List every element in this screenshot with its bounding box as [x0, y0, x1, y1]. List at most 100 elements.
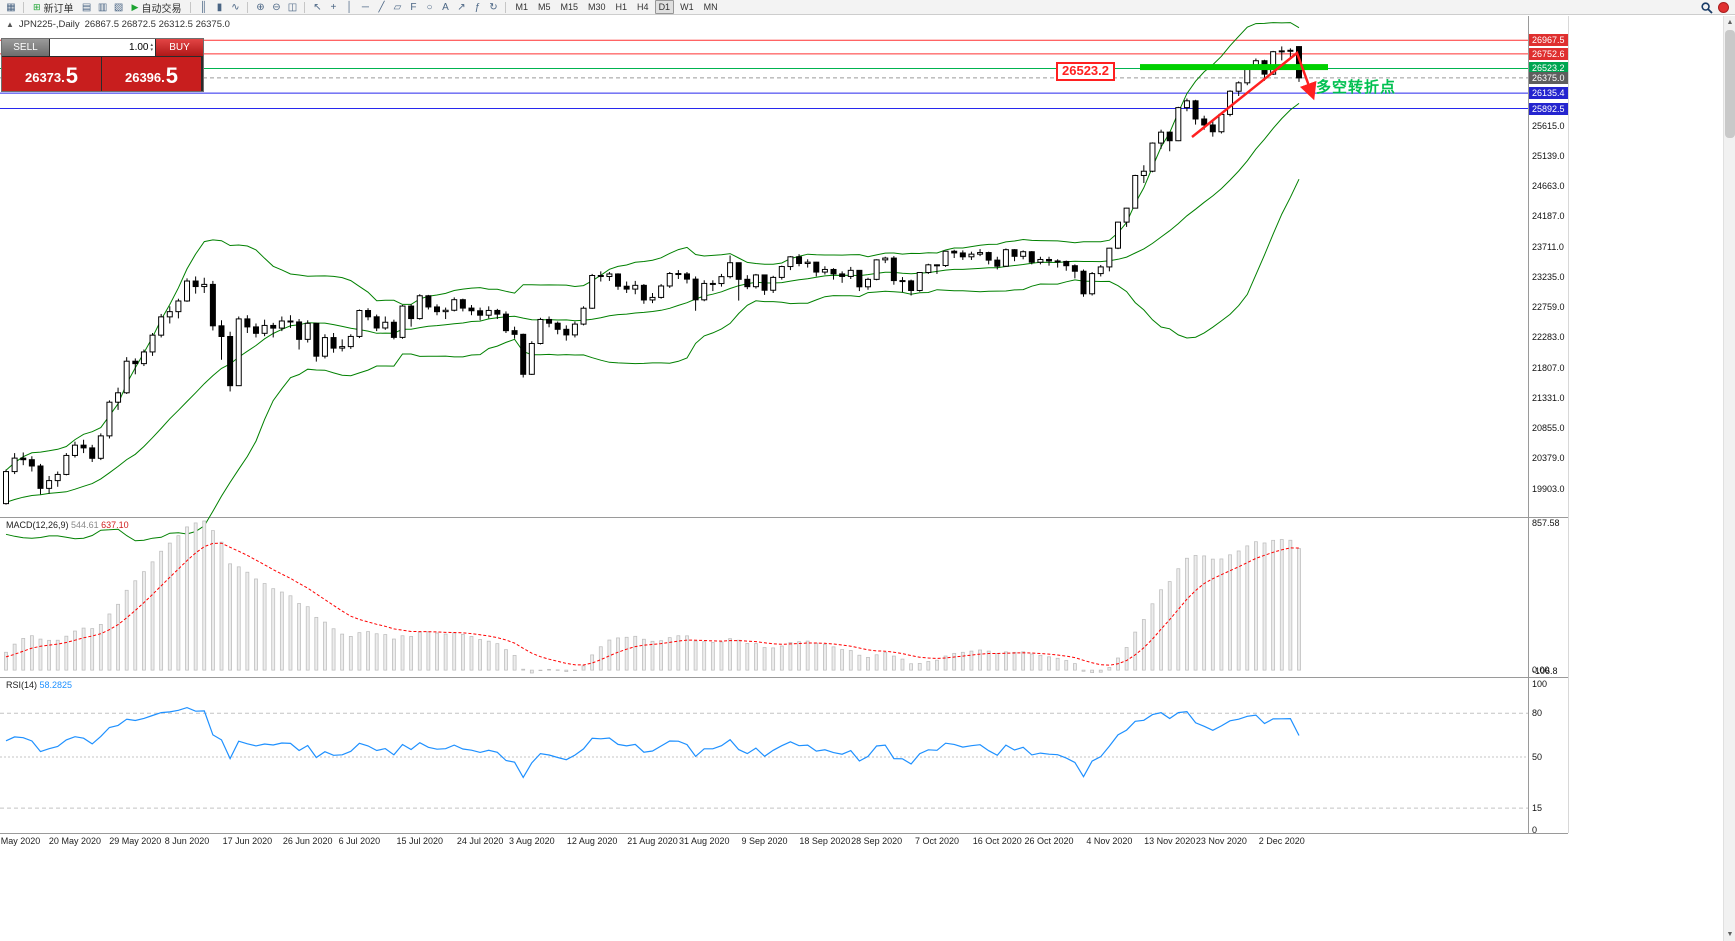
toolbar-separator [23, 1, 24, 13]
sell-button[interactable]: SELL [2, 39, 49, 56]
search-icon[interactable] [1701, 2, 1713, 14]
price-annotation-flag[interactable]: 26523.2 [1056, 62, 1115, 81]
timeframe-h4[interactable]: H4 [637, 2, 649, 12]
timeframe-w1[interactable]: W1 [680, 2, 694, 12]
date-axis-label: 7 Oct 2020 [914, 836, 959, 846]
macd-histogram-bar [1271, 539, 1276, 671]
macd-histogram-bar [952, 652, 957, 671]
shapes-icon[interactable]: ○ [426, 1, 433, 13]
macd-histogram-bar [1176, 568, 1181, 671]
macd-histogram-bar [116, 603, 120, 671]
candle-body [37, 465, 44, 489]
zoom-in-icon[interactable]: ⊕ [256, 1, 265, 13]
collapse-icon[interactable]: ▲ [6, 20, 14, 29]
price-axis-flag: 26967.5 [1529, 34, 1568, 47]
candlestick-type-icon[interactable]: ▮ [216, 1, 223, 13]
line-chart-type-icon[interactable]: ∿ [231, 1, 240, 13]
trendline-icon[interactable]: ╱ [378, 1, 385, 13]
timeframe-m5[interactable]: M5 [537, 2, 551, 12]
cursor-icon[interactable]: ↖ [313, 1, 322, 13]
terminal-icon[interactable]: ▧ [113, 1, 124, 13]
price-chart-canvas[interactable] [0, 0, 1735, 850]
navigator-icon[interactable]: ▥ [97, 1, 108, 13]
vertical-line-icon[interactable]: │ [346, 1, 353, 13]
tile-windows-icon[interactable]: ◫ [287, 1, 298, 13]
macd-histogram-bar [857, 654, 862, 671]
bar-chart-type-icon[interactable]: ║ [199, 1, 208, 13]
candle-body [520, 333, 527, 375]
trade-panel-controls: SELL 1.00 ▴ ▾ BUY [2, 39, 203, 56]
candle-body [735, 262, 742, 280]
new-chart-icon[interactable]: ▦ [6, 1, 16, 13]
macd-histogram-bar [1150, 603, 1155, 671]
buy-button[interactable]: BUY [156, 39, 203, 56]
buy-price-display[interactable]: 26396. 5 [102, 57, 201, 91]
zoom-out-icon[interactable]: ⊖ [272, 1, 281, 13]
macd-main-value: 544.61 [71, 520, 99, 530]
candle-body [554, 322, 561, 330]
timeframe-m30[interactable]: M30 [588, 2, 606, 12]
candle-body [63, 454, 70, 475]
timeframe-mn[interactable]: MN [703, 2, 718, 12]
volume-down-icon[interactable]: ▾ [150, 46, 153, 53]
timeframe-m1[interactable]: M1 [515, 2, 528, 12]
add-indicator-icon[interactable]: ƒ [474, 1, 481, 13]
market-watch-icon[interactable]: ▤ [81, 1, 92, 13]
volume-stepper[interactable]: ▴ ▾ [150, 41, 153, 53]
volume-value[interactable]: 1.00 [129, 42, 149, 53]
macd-histogram-bar [935, 659, 939, 671]
sell-price-display[interactable]: 26373. 5 [2, 57, 101, 91]
crosshair-icon[interactable]: + [330, 1, 337, 13]
timeframe-m15[interactable]: M15 [560, 2, 579, 12]
macd-name: MACD(12,26,9) [6, 520, 69, 530]
macd-indicator-label: MACD(12,26,9) 544.61 637.10 [6, 520, 129, 530]
horizontal-line-icon[interactable]: ─ [361, 1, 370, 13]
candle-body [356, 310, 363, 337]
candle-body [1166, 131, 1173, 142]
candle-body [71, 444, 78, 456]
candle-body [597, 274, 604, 278]
autotrading-button[interactable]: ▶ 自动交易 [128, 1, 186, 15]
scroll-down-icon[interactable]: ▼ [1726, 931, 1734, 938]
macd-histogram-bar [840, 649, 845, 671]
macd-histogram-bar [1159, 589, 1163, 671]
macd-histogram-bar [719, 641, 724, 671]
support-zone-band[interactable] [1140, 64, 1328, 71]
candle-body [158, 316, 165, 336]
new-order-button[interactable]: ⊞ 新订单 [29, 1, 78, 15]
candle-body [925, 264, 932, 274]
date-axis-label: 26 Oct 2020 [1024, 836, 1074, 846]
candle-body [235, 318, 242, 387]
macd-histogram-bar [21, 638, 26, 671]
record-icon[interactable] [1718, 1, 1729, 13]
fibonacci-icon[interactable]: F [410, 1, 417, 13]
scroll-up-icon[interactable]: ▲ [1726, 19, 1734, 26]
arrow-tool-icon[interactable]: ↗ [457, 1, 466, 13]
chart-ohlc-header: ▲ JPN225-,Daily 26867.5 26872.5 26312.5 … [6, 19, 230, 30]
macd-histogram-bar [314, 616, 319, 671]
trend-reversal-arrow[interactable] [1191, 50, 1317, 138]
vertical-scrollbar[interactable]: ▲ ▼ [1723, 16, 1735, 941]
timeframe-d1[interactable]: D1 [654, 0, 675, 14]
macd-histogram-bar [211, 530, 215, 671]
text-tool-icon[interactable]: A [442, 1, 449, 13]
bollinger-upper-band [5, 22, 1300, 471]
macd-histogram-bar [426, 631, 431, 671]
candle-body [787, 256, 794, 268]
timeframe-h1[interactable]: H1 [615, 2, 628, 12]
macd-histogram-bar [1210, 558, 1215, 671]
candle-body [813, 261, 820, 273]
candle-body [1227, 90, 1234, 115]
turning-point-label[interactable]: 多空转折点 [1316, 79, 1397, 96]
refresh-icon[interactable]: ↻ [489, 1, 498, 13]
volume-field[interactable]: 1.00 ▴ ▾ [50, 39, 155, 56]
macd-histogram-bar [624, 636, 629, 671]
candle-body [442, 309, 449, 313]
macd-histogram-bar [1288, 539, 1293, 671]
sell-price-main: 26373. [24, 70, 65, 85]
scrollbar-thumb[interactable] [1725, 30, 1735, 138]
channel-icon[interactable]: ▱ [393, 1, 402, 13]
volume-up-icon[interactable]: ▴ [150, 41, 153, 48]
macd-histogram-bar [564, 669, 569, 672]
macd-histogram-bar [1047, 656, 1051, 671]
